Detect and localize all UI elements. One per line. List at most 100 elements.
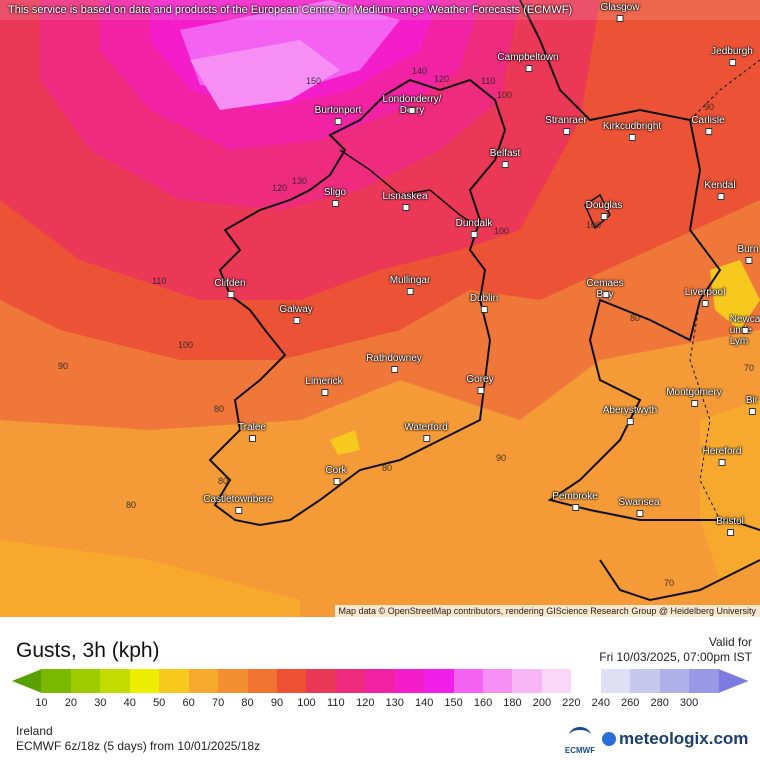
color-scale-segment (247, 669, 278, 693)
city-label[interactable]: Kendal (704, 180, 736, 200)
city-label[interactable]: Galway (279, 304, 313, 324)
city-label[interactable]: Mullingar (389, 275, 431, 295)
contour-label: 70 (664, 578, 675, 588)
contour-label: 80 (630, 313, 641, 323)
city-label[interactable]: Newca unde Lym (729, 314, 760, 347)
city-label[interactable]: Bristol (716, 516, 744, 536)
contour-label: 100 (494, 226, 510, 236)
city-label[interactable]: Douglas (585, 200, 623, 220)
contour-label: 80 (218, 476, 229, 486)
color-scale-segment (630, 669, 661, 693)
city-label[interactable]: Londonderry/ Derry (382, 94, 442, 116)
color-scale-tick: 110 (327, 697, 345, 709)
ecmwf-logo[interactable]: ECMWF (562, 727, 598, 755)
city-label[interactable]: Tralee (238, 422, 266, 442)
contour-label: 150 (306, 76, 322, 86)
color-scale-tick: 50 (153, 697, 166, 709)
contour-label: 80 (214, 404, 225, 414)
city-label[interactable]: Montgomery (666, 387, 722, 407)
contour-label: 100 (586, 220, 602, 230)
city-label[interactable]: Carlisle (691, 115, 725, 135)
contour-label: 80 (382, 463, 393, 473)
color-scale-segment (12, 669, 42, 693)
color-scale-tick: 70 (211, 697, 225, 709)
color-scale-tick: 40 (123, 697, 136, 709)
color-scale-segment (541, 669, 572, 693)
color-scale-tick: 30 (94, 697, 107, 709)
color-scale-segment (453, 669, 484, 693)
map-attribution[interactable]: Map data © OpenStreetMap contributors, r… (334, 605, 760, 617)
color-scale-bar (0, 669, 760, 693)
city-label[interactable]: Waterford (404, 422, 448, 442)
city-label[interactable]: Cemaes Bay (586, 278, 624, 300)
color-scale-segment (600, 669, 631, 693)
city-label[interactable]: Gorey (466, 374, 494, 394)
city-label[interactable]: Burn (737, 244, 759, 264)
field-150-160 (190, 40, 340, 110)
color-scale-segment (188, 669, 219, 693)
color-scale-segment (424, 669, 455, 693)
color-scale-segment (306, 669, 337, 693)
city-label[interactable]: Bir (745, 395, 759, 415)
city-label[interactable]: Hereford (702, 446, 742, 466)
contour-label: 90 (496, 453, 507, 463)
weather-map[interactable]: This service is based on data and produc… (0, 0, 760, 617)
wales-border (689, 299, 721, 521)
city-label[interactable]: Sligo (323, 187, 347, 207)
city-label[interactable]: Pembroke (552, 491, 598, 511)
field-70-patch (0, 540, 300, 617)
color-scale-segment (159, 669, 190, 693)
color-scale-segment (41, 669, 72, 693)
color-scale-segment (689, 669, 720, 693)
ecmwf-notice: This service is based on data and produc… (0, 0, 760, 20)
color-scale-tick: 140 (414, 697, 434, 709)
city-label[interactable]: Swansea (618, 497, 660, 517)
map-title: Gusts, 3h (kph) (16, 639, 160, 662)
city-label[interactable]: Kirkcudbright (602, 121, 662, 141)
color-scale-tick: 20 (64, 697, 77, 709)
city-label[interactable]: Rathdowney (366, 353, 422, 373)
color-scale-segment (394, 669, 425, 693)
city-label[interactable]: Belfast (489, 148, 521, 168)
city-label[interactable]: Lisnaskea (382, 191, 428, 211)
gb-coastline-south (599, 559, 760, 602)
color-scale-segment (659, 669, 690, 693)
map-canvas (0, 0, 760, 617)
city-label[interactable]: Limerick (305, 376, 343, 396)
city-label[interactable]: Campbeltown (497, 52, 559, 72)
contour-label: 140 (412, 66, 428, 76)
city-label[interactable]: Liverpool (684, 287, 726, 307)
city-label[interactable]: Aberystwyth (602, 405, 658, 425)
city-label[interactable]: Clifden (214, 278, 246, 298)
color-scale-segment (571, 669, 602, 693)
model-run-label: ECMWF 6z/18z (5 days) from 10/01/2025/18… (16, 739, 261, 753)
gb-coastline (519, 0, 760, 531)
city-label[interactable]: Burtonport (314, 105, 362, 125)
city-label[interactable]: Dublin (469, 293, 499, 313)
meteologix-logo[interactable]: meteologix.com (602, 729, 748, 749)
contour-label: 100 (497, 90, 513, 100)
color-scale-segment (483, 669, 513, 693)
color-scale-tick: 220 (562, 697, 581, 709)
city-label[interactable]: Jedburgh (711, 46, 753, 66)
color-scale-segment (335, 669, 366, 693)
city-label[interactable]: Stranraer (545, 115, 587, 135)
contour-label: 80 (126, 500, 137, 510)
city-label[interactable]: Castletownbere (203, 494, 273, 514)
city-label[interactable]: Cork (325, 465, 347, 485)
color-scale-tick: 300 (679, 697, 699, 709)
contour-label: 110 (481, 76, 496, 86)
scotland-border (689, 59, 760, 121)
city-label[interactable]: Glasgow (600, 2, 640, 22)
city-label[interactable]: Dundalk (455, 218, 493, 238)
color-scale-tick: 150 (444, 697, 463, 709)
contour-label: 130 (292, 176, 308, 186)
color-scale-tick: 100 (297, 697, 316, 709)
contour-label: 100 (178, 340, 194, 350)
color-scale-tick: 260 (621, 697, 640, 709)
color-scale-segment (100, 669, 131, 693)
contour-label: 90 (704, 102, 715, 112)
color-scale-tick: 180 (503, 697, 522, 709)
color-scale-segment (218, 669, 249, 693)
contour-label: 70 (744, 363, 755, 373)
